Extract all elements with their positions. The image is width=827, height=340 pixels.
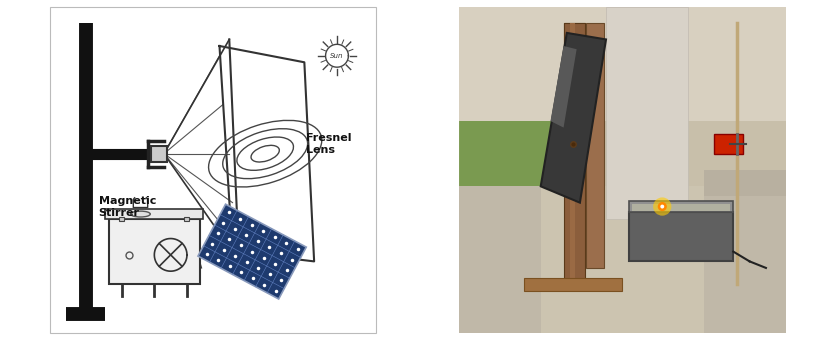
Bar [629,212,734,261]
Bar [563,23,585,284]
Bar [714,134,743,154]
Text: Sun: Sun [330,53,344,59]
Bar [459,7,786,121]
Bar [184,217,189,221]
Bar [105,209,203,219]
Bar [586,23,605,268]
Text: Fresnel
Lens: Fresnel Lens [306,133,351,155]
Circle shape [657,202,667,211]
Bar [632,204,730,211]
Bar [151,146,167,162]
Polygon shape [551,46,576,128]
Polygon shape [459,56,573,203]
Polygon shape [704,170,786,196]
Bar [629,201,734,212]
Ellipse shape [131,211,151,217]
Bar [108,219,200,284]
Polygon shape [459,7,541,105]
Polygon shape [541,33,606,203]
Bar [524,278,622,291]
Polygon shape [198,204,306,299]
Bar [541,186,704,333]
Circle shape [653,198,672,216]
Circle shape [660,205,664,208]
Bar [119,217,124,221]
Text: Magnetic
Stirrer: Magnetic Stirrer [98,196,156,218]
Bar [570,23,575,284]
Polygon shape [563,23,585,72]
Bar [459,186,786,333]
Bar [606,7,687,219]
